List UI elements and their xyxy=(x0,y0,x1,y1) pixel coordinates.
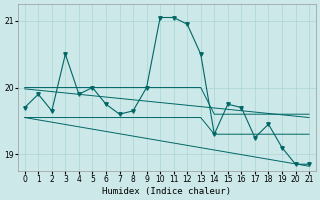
X-axis label: Humidex (Indice chaleur): Humidex (Indice chaleur) xyxy=(102,187,231,196)
